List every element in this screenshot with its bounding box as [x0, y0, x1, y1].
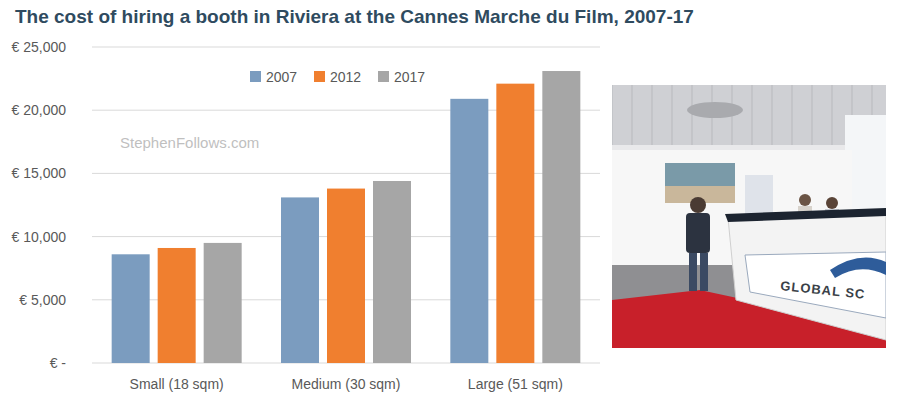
ceiling-grid [612, 85, 613, 145]
counter-top [725, 208, 886, 222]
sign-logo [830, 258, 886, 279]
x-tick-label: Medium (30 sqm) [292, 376, 401, 392]
bar [496, 84, 534, 363]
poster [665, 163, 735, 203]
legend-label: 2007 [266, 69, 297, 85]
x-tick-label: Large (51 sqm) [468, 376, 563, 392]
sign-text: GLOBAL SC [780, 278, 866, 302]
poster-small [745, 175, 773, 215]
bars [112, 71, 581, 363]
legend-swatch [314, 71, 325, 82]
grid-line [92, 47, 600, 48]
ceiling-grid [752, 85, 753, 145]
ceiling-grid [652, 85, 653, 145]
y-tick-label: € 20,000 [12, 102, 67, 118]
person-leg [700, 253, 708, 291]
ceiling [612, 85, 886, 145]
ceiling-vent [687, 102, 743, 118]
bar [112, 254, 150, 363]
ceiling-grid [632, 85, 633, 145]
staff-head [799, 194, 811, 206]
person-head [690, 197, 706, 213]
photo: GLOBAL SC [612, 85, 886, 348]
y-tick-label: € - [50, 355, 67, 371]
ceiling-grid [832, 85, 833, 145]
y-tick-label: € 25,000 [12, 39, 67, 55]
staff-head [826, 197, 838, 209]
bar [450, 99, 488, 363]
bar [204, 243, 242, 363]
grid [92, 47, 600, 363]
counter [728, 212, 886, 340]
ceiling-grid [672, 85, 673, 145]
watermark: StephenFollows.com [120, 134, 259, 151]
y-tick-label: € 10,000 [12, 229, 67, 245]
y-tick-label: € 15,000 [12, 165, 67, 181]
bar [327, 189, 365, 363]
counter-sign [745, 252, 886, 318]
y-tick-label: € 5,000 [19, 292, 66, 308]
chart-root: The cost of hiring a booth in Riviera at… [0, 0, 900, 398]
photo-bg [612, 85, 886, 348]
legend-swatch [378, 71, 389, 82]
legend-swatch [250, 71, 261, 82]
legend-label: 2017 [394, 69, 425, 85]
photo-body: GLOBAL SC [612, 85, 886, 348]
bar [542, 71, 580, 363]
legend: 2007 2012 2017 [250, 69, 425, 85]
person-leg [689, 253, 697, 291]
title: The cost of hiring a booth in Riviera at… [15, 6, 694, 27]
bar [158, 248, 196, 363]
x-tick-label: Small (18 sqm) [130, 376, 224, 392]
legend-label: 2012 [330, 69, 361, 85]
bar [373, 181, 411, 363]
bar [281, 197, 319, 363]
ceiling-grid [792, 85, 793, 145]
ceiling-grid [692, 85, 693, 145]
ceiling-grid [812, 85, 813, 145]
person-body [686, 213, 710, 253]
ceiling-grid [772, 85, 773, 145]
